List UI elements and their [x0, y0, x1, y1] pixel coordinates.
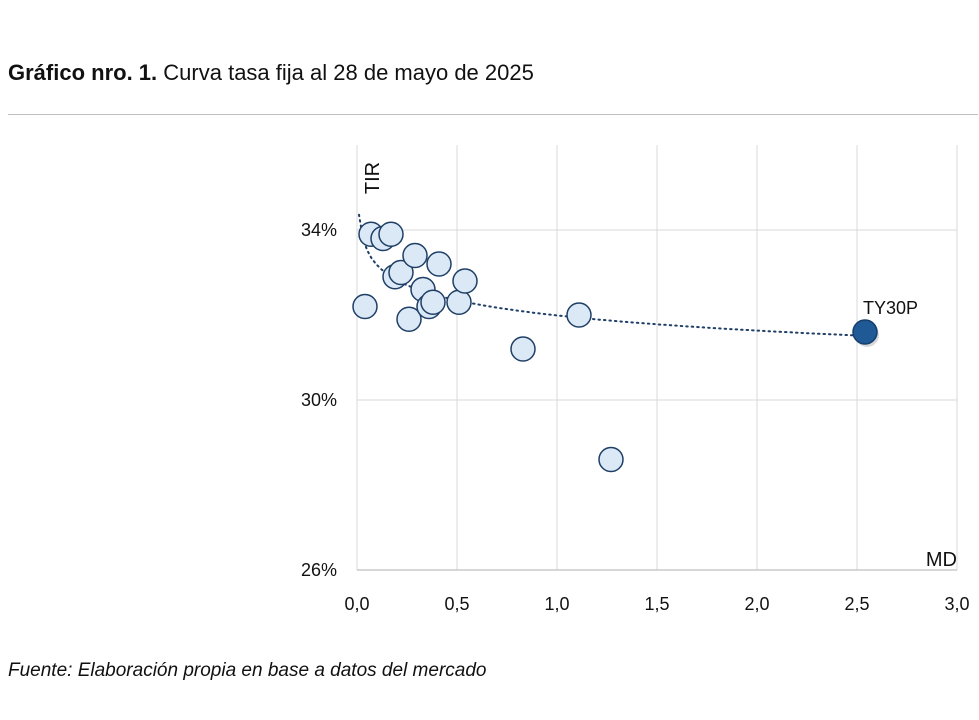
data-point	[510, 336, 536, 362]
chart-title-text: Curva tasa fija al 28 de mayo de 2025	[163, 60, 534, 85]
point-label: TY30P	[863, 298, 918, 318]
scatter-chart: 0,0 0,5 1,0 1,5 2,0 2,5 3,0 26% 30% 34% TIR MD TY30P	[301, 145, 970, 614]
data-point	[566, 302, 592, 328]
y-axis-label: TIR	[362, 162, 384, 194]
x-tick-label: 0,0	[344, 594, 369, 614]
data-point	[388, 259, 414, 286]
data-point	[446, 289, 472, 315]
x-tick-label: 1,0	[544, 594, 569, 614]
y-tick-label: 26%	[301, 560, 337, 580]
data-point	[402, 242, 428, 269]
y-tick-label: 30%	[301, 390, 337, 410]
labels-group: 0,0 0,5 1,0 1,5 2,0 2,5 3,0 26% 30% 34% TIR MD TY30P	[301, 162, 970, 614]
source-note: Fuente: Elaboración propia en base a dat…	[8, 660, 487, 681]
title-divider	[8, 114, 978, 115]
chart-title: Gráfico nro. 1. Curva tasa fija al 28 de…	[8, 60, 534, 86]
data-point	[352, 293, 378, 320]
data-point	[426, 251, 452, 277]
x-axis-label: MD	[926, 549, 957, 571]
chart-title-label: Gráfico nro. 1.	[8, 60, 158, 85]
data-point	[598, 446, 624, 473]
data-point	[420, 289, 446, 315]
points-group	[352, 221, 879, 473]
x-tick-label: 2,0	[744, 594, 769, 614]
grid	[356, 145, 958, 571]
x-tick-label: 2,5	[844, 594, 869, 614]
data-point	[452, 268, 478, 294]
highlight-point	[852, 319, 878, 345]
data-point	[396, 306, 422, 332]
y-tick-label: 34%	[301, 220, 337, 240]
x-tick-label: 3,0	[944, 594, 969, 614]
data-point	[378, 221, 404, 247]
x-tick-label: 1,5	[644, 594, 669, 614]
x-tick-label: 0,5	[444, 594, 469, 614]
